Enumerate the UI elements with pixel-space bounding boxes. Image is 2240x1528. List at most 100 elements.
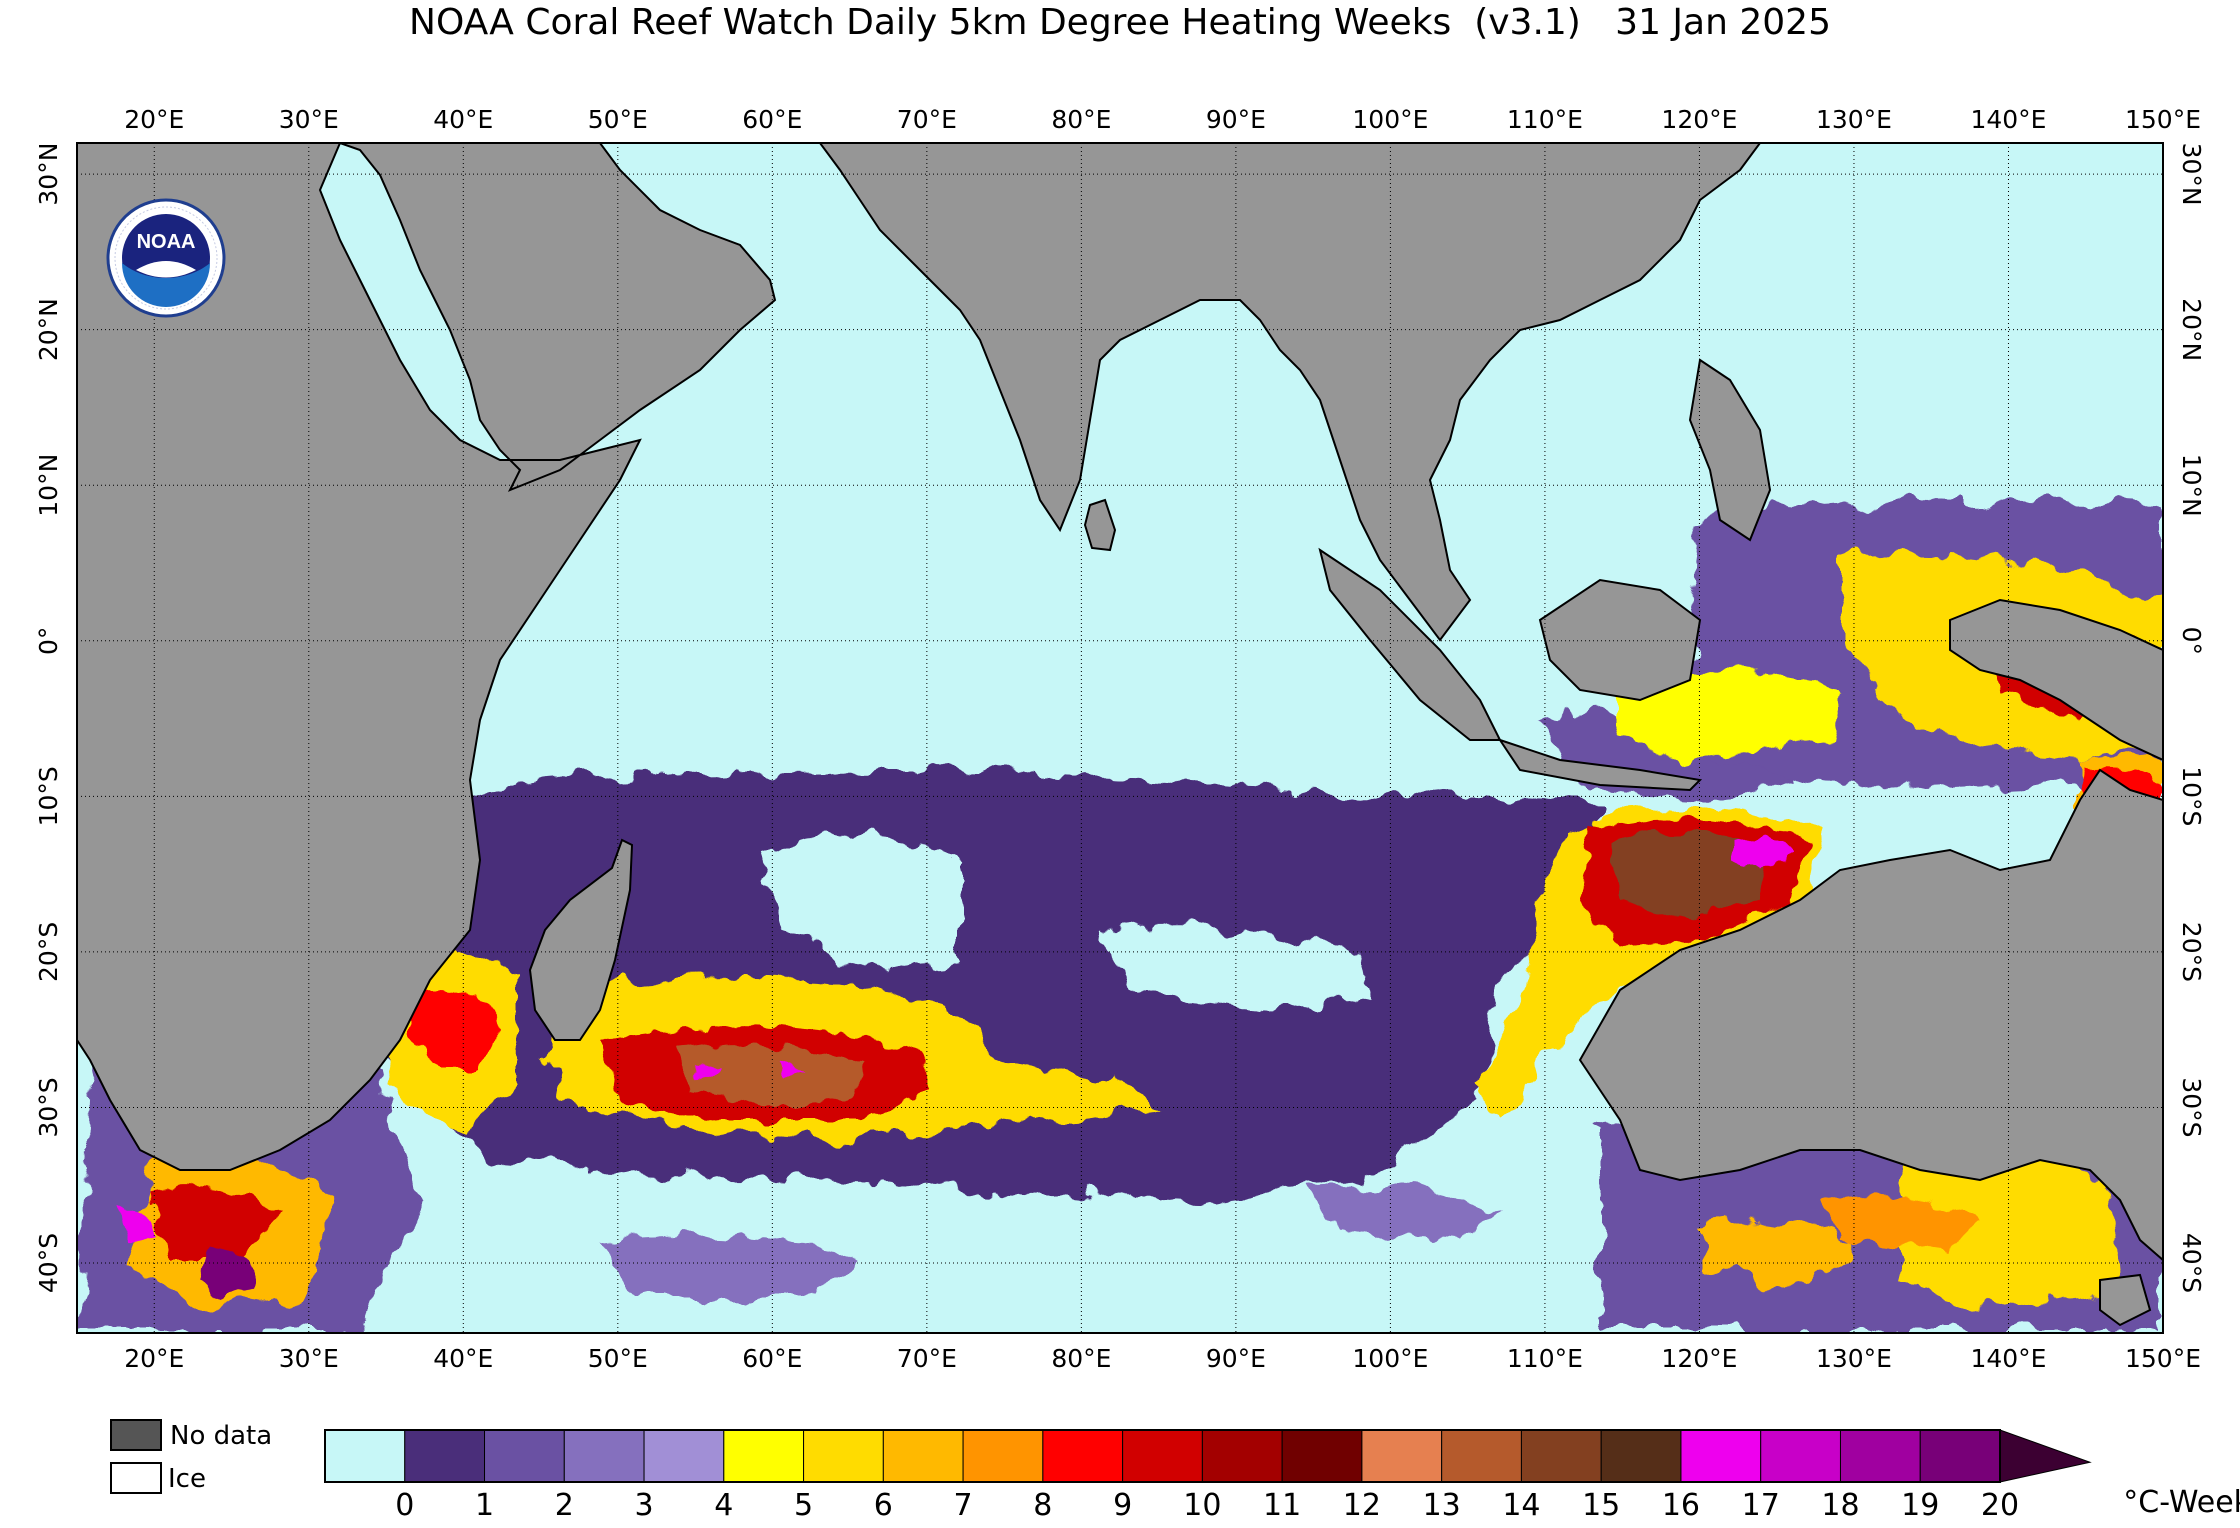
colorbar-tick-label: 10 — [1183, 1488, 1221, 1523]
lon-label-top: 130°E — [1816, 105, 1892, 134]
ice-swatch — [110, 1462, 162, 1494]
lon-label-bottom: 140°E — [1970, 1344, 2046, 1373]
land-australia — [1578, 768, 2163, 1262]
lat-label-left: 10°N — [34, 454, 63, 517]
colorbar-swatch — [643, 1429, 725, 1483]
lon-label-bottom: 40°E — [433, 1344, 493, 1373]
dhw-heat-layer — [80, 500, 2160, 1330]
colorbar-swatch — [1839, 1429, 1921, 1483]
colorbar-tick-label: 8 — [1033, 1488, 1052, 1523]
lon-label-bottom: 100°E — [1352, 1344, 1428, 1373]
land-java — [1497, 738, 1703, 792]
colorbar-swatch — [1919, 1429, 2001, 1483]
colorbar-tick-label: 6 — [874, 1488, 893, 1523]
lon-label-top: 110°E — [1507, 105, 1583, 134]
colorbar-swatch — [1441, 1429, 1522, 1483]
colorbar-swatch — [404, 1429, 486, 1483]
lon-label-top: 140°E — [1970, 105, 2046, 134]
colorbar-tick-label: 9 — [1113, 1488, 1132, 1523]
colorbar-swatch — [1760, 1429, 1841, 1483]
colorbar-tick-label: 17 — [1742, 1488, 1780, 1523]
lon-label-bottom: 20°E — [124, 1344, 184, 1373]
lon-label-bottom: 50°E — [588, 1344, 648, 1373]
colorbar-tick-label: 0 — [395, 1488, 414, 1523]
colorbar-swatch — [1042, 1429, 1124, 1483]
colorbar-swatch — [1600, 1429, 1682, 1483]
noaa-logo: NOAA — [106, 198, 226, 318]
ice-label: Ice — [168, 1464, 206, 1494]
map-panel: 20°E 30°E 40°E 50°E 60°E 70°E 80°E 90°E 100°E 110… — [34, 105, 2206, 1373]
lat-label-left: 30°N — [34, 143, 63, 206]
colorbar-swatch — [1520, 1429, 1602, 1483]
colorbar-swatch — [882, 1429, 964, 1483]
land-sumatra — [1318, 547, 1502, 741]
colorbar-swatch — [962, 1429, 1044, 1483]
land-tasmania — [2099, 1273, 2152, 1327]
land-layer — [77, 143, 2163, 1327]
colorbar-swatch — [1201, 1429, 1283, 1483]
colorbar-tick-label: 11 — [1263, 1488, 1301, 1523]
colorbar-tick-label: 3 — [635, 1488, 654, 1523]
colorbar-tick-label: 7 — [954, 1488, 973, 1523]
lon-label-top: 20°E — [124, 105, 184, 134]
lon-label-top: 150°E — [2125, 105, 2201, 134]
colorbar-swatch — [563, 1429, 645, 1483]
colorbar-tick-label: 19 — [1901, 1488, 1939, 1523]
colorbar-swatch — [723, 1429, 805, 1483]
land-asia-india — [818, 143, 1762, 642]
lon-label-top: 70°E — [897, 105, 957, 134]
lon-label-bottom: 70°E — [897, 1344, 957, 1373]
lon-label-top: 60°E — [742, 105, 802, 134]
lon-label-top: 90°E — [1206, 105, 1266, 134]
land-borneo-sulawesi — [1538, 578, 1702, 702]
lon-labels-top: 20°E 30°E 40°E 50°E 60°E 70°E 80°E 90°E 100°E 110… — [124, 105, 2201, 134]
colorbar-tick-label: 1 — [475, 1488, 494, 1523]
map-title: NOAA Coral Reef Watch Daily 5km Degree H… — [409, 2, 1831, 43]
land-madagascar — [528, 838, 634, 1041]
colorbar-tick-label: 16 — [1662, 1488, 1700, 1523]
land-sri-lanka — [1083, 498, 1117, 552]
logo-text: NOAA — [137, 231, 196, 253]
lon-label-bottom: 60°E — [742, 1344, 802, 1373]
lat-label-left: 10°S — [34, 766, 63, 826]
colorbar-tick-label: 15 — [1582, 1488, 1620, 1523]
colorbar-swatch — [1680, 1429, 1762, 1483]
lon-labels-bottom: 20°E 30°E 40°E 50°E 60°E 70°E 80°E 90°E 100°E 110… — [124, 1344, 2201, 1373]
colorbar-tick-label: 12 — [1343, 1488, 1381, 1523]
lon-label-bottom: 30°E — [279, 1344, 339, 1373]
no-data-label: No data — [170, 1421, 272, 1451]
lat-label-left: 40°S — [34, 1233, 63, 1293]
heat-core-extreme — [120, 648, 2160, 1300]
lon-label-bottom: 110°E — [1507, 1344, 1583, 1373]
lat-labels-right: 30°N 20°N 10°N 0° 10°S 20°S 30°S 40°S — [2177, 143, 2206, 1293]
lat-label-left: 20°N — [34, 298, 63, 361]
lon-label-bottom: 150°E — [2125, 1344, 2201, 1373]
lon-label-bottom: 90°E — [1206, 1344, 1266, 1373]
land-new-guinea — [1949, 598, 2163, 762]
lon-label-bottom: 130°E — [1816, 1344, 1892, 1373]
lat-label-left: 0° — [34, 627, 63, 655]
lat-label-left: 30°S — [34, 1077, 63, 1137]
lon-label-top: 100°E — [1352, 105, 1428, 134]
no-data-swatch — [110, 1419, 162, 1451]
lon-label-top: 120°E — [1661, 105, 1737, 134]
colorbar-tick-label: 13 — [1423, 1488, 1461, 1523]
lon-label-top: 50°E — [588, 105, 648, 134]
colorbar-tick-label: 5 — [794, 1488, 813, 1523]
lat-label-right: 30°N — [2177, 143, 2206, 206]
lat-labels-left: 30°N 20°N 10°N 0° 10°S 20°S 30°S 40°S — [34, 143, 63, 1293]
colorbar-swatch — [1361, 1429, 1443, 1483]
colorbar-swatch — [803, 1429, 884, 1483]
land-philippines — [1688, 358, 1772, 542]
map-frame — [76, 142, 2164, 1334]
lat-label-right: 20°S — [2177, 922, 2206, 982]
lat-label-right: 10°N — [2177, 454, 2206, 517]
lat-label-right: 0° — [2177, 627, 2206, 655]
lat-label-right: 40°S — [2177, 1233, 2206, 1293]
lon-label-top: 40°E — [433, 105, 493, 134]
lat-label-right: 10°S — [2177, 766, 2206, 826]
seagull-icon — [136, 261, 196, 278]
colorbar-swatch — [1122, 1429, 1203, 1483]
colorbar-unit-label: °C-Weeks — [2123, 1485, 2240, 1520]
